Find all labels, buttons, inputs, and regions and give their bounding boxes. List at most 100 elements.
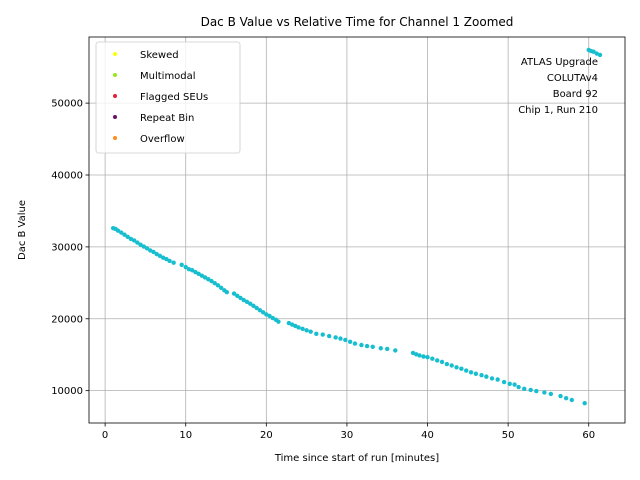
- data-point: [235, 293, 240, 298]
- data-point: [189, 268, 195, 273]
- x-tick-label: 10: [179, 430, 192, 441]
- legend-box: [95, 41, 241, 154]
- data-point: [393, 348, 398, 353]
- data-point: [563, 396, 569, 401]
- data-point: [501, 379, 507, 385]
- data-point: [115, 228, 121, 233]
- data-point: [244, 299, 250, 305]
- x-axis: 0 10 20 30 40 50 60: [102, 423, 595, 441]
- data-point: [534, 388, 539, 394]
- x-tick-label: 20: [260, 430, 273, 441]
- x-axis-label: Time since start of run [minutes]: [274, 453, 439, 464]
- data-point: [179, 262, 184, 268]
- data-point: [157, 253, 163, 259]
- y-axis: 10000 20000 30000 40000 50000: [51, 99, 89, 397]
- x-tick-label: 0: [102, 430, 108, 441]
- data-point: [267, 313, 272, 319]
- legend-label: Repeat Bin: [140, 113, 194, 124]
- data-point: [212, 280, 217, 286]
- data-point: [548, 391, 554, 397]
- data-point: [417, 353, 422, 358]
- data-point: [370, 344, 375, 350]
- legend-label: Multimodal: [140, 71, 196, 82]
- data-point: [206, 277, 211, 282]
- data-point: [528, 387, 533, 393]
- y-tick-label: 30000: [51, 242, 83, 253]
- y-axis-label: Dac B Value: [17, 200, 28, 260]
- data-point: [343, 337, 348, 343]
- data-point: [364, 343, 370, 349]
- plot-frame: [88, 36, 626, 424]
- data-point: [378, 346, 383, 351]
- data-point: [522, 386, 527, 392]
- data-point: [425, 355, 430, 360]
- data-point: [459, 366, 464, 371]
- data-point: [512, 382, 517, 387]
- data-point: [385, 346, 390, 352]
- data-points: [110, 47, 603, 406]
- data-point: [254, 305, 259, 311]
- data-point: [276, 319, 281, 324]
- legend-label: Overflow: [140, 134, 185, 145]
- data-point: [167, 258, 172, 264]
- legend-marker: [113, 94, 117, 98]
- data-point: [238, 295, 243, 301]
- data-point: [495, 377, 500, 382]
- data-point: [144, 246, 150, 251]
- data-point: [131, 238, 137, 243]
- data-point: [270, 315, 275, 321]
- legend-marker: [113, 136, 117, 140]
- data-point: [300, 326, 305, 332]
- data-point: [218, 285, 224, 291]
- data-point: [241, 297, 246, 303]
- data-point: [164, 256, 169, 262]
- x-tick-label: 30: [341, 430, 354, 441]
- legend-label: Skewed: [140, 50, 179, 61]
- data-point: [430, 356, 435, 361]
- x-tick-label: 50: [502, 430, 515, 441]
- data-point: [359, 342, 364, 348]
- data-point: [569, 397, 575, 403]
- data-point: [591, 49, 596, 54]
- annotation-line: Board 92: [553, 89, 598, 100]
- data-point: [320, 332, 325, 337]
- annotation: ATLAS Upgrade COLUTAv4 Board 92 Chip 1, Run…: [518, 57, 598, 116]
- annotation-line: ATLAS Upgrade: [521, 57, 598, 68]
- data-point: [122, 232, 127, 237]
- data-point: [473, 371, 479, 376]
- data-point: [151, 249, 156, 255]
- x-tick-label: 60: [582, 430, 595, 441]
- data-point: [444, 361, 450, 367]
- data-point: [193, 269, 198, 275]
- data-point: [421, 354, 426, 359]
- y-tick-label: 20000: [51, 314, 83, 325]
- data-point: [141, 244, 147, 249]
- data-point: [449, 363, 454, 368]
- data-point: [558, 393, 563, 399]
- legend-marker: [113, 52, 117, 56]
- data-point: [171, 260, 176, 265]
- data-point: [154, 251, 159, 257]
- data-point: [468, 370, 474, 375]
- data-point: [326, 333, 332, 339]
- data-point: [224, 289, 230, 295]
- annotation-line: COLUTAv4: [547, 73, 598, 84]
- data-point: [199, 273, 205, 278]
- data-point: [135, 240, 140, 245]
- legend: Skewed Multimodal Flagged SEUs Repeat Bin Ov…: [95, 41, 241, 154]
- data-point: [215, 283, 221, 288]
- data-point: [257, 307, 263, 313]
- data-point: [125, 234, 130, 240]
- data-point: [202, 275, 208, 280]
- data-point: [196, 271, 201, 277]
- y-tick-label: 50000: [51, 99, 83, 110]
- data-point: [296, 325, 301, 330]
- y-tick-label: 40000: [51, 171, 83, 182]
- data-point: [439, 359, 445, 365]
- data-point: [304, 328, 309, 333]
- data-point: [454, 365, 459, 370]
- data-point: [464, 368, 469, 373]
- y-tick-label: 10000: [51, 386, 83, 397]
- data-point: [231, 291, 237, 296]
